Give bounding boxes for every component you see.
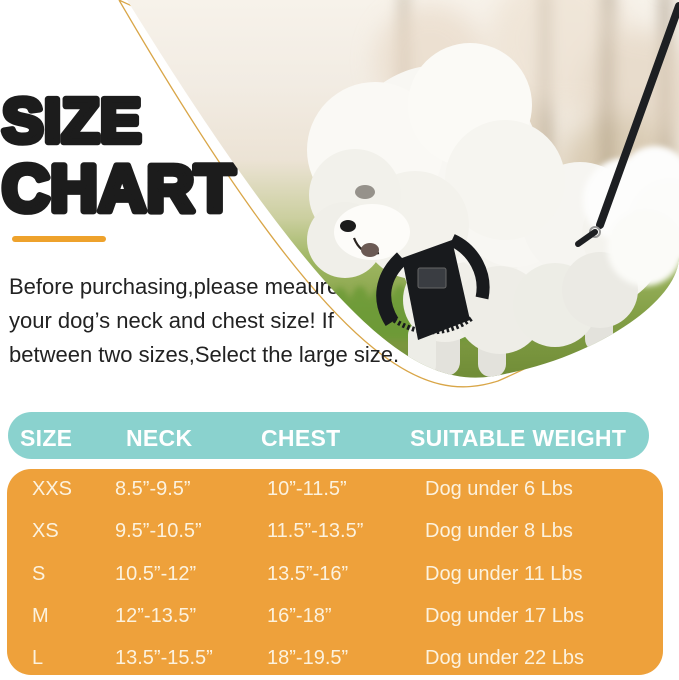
svg-text:SIZE: SIZE	[2, 87, 142, 156]
svg-text:CHART: CHART	[2, 151, 235, 225]
